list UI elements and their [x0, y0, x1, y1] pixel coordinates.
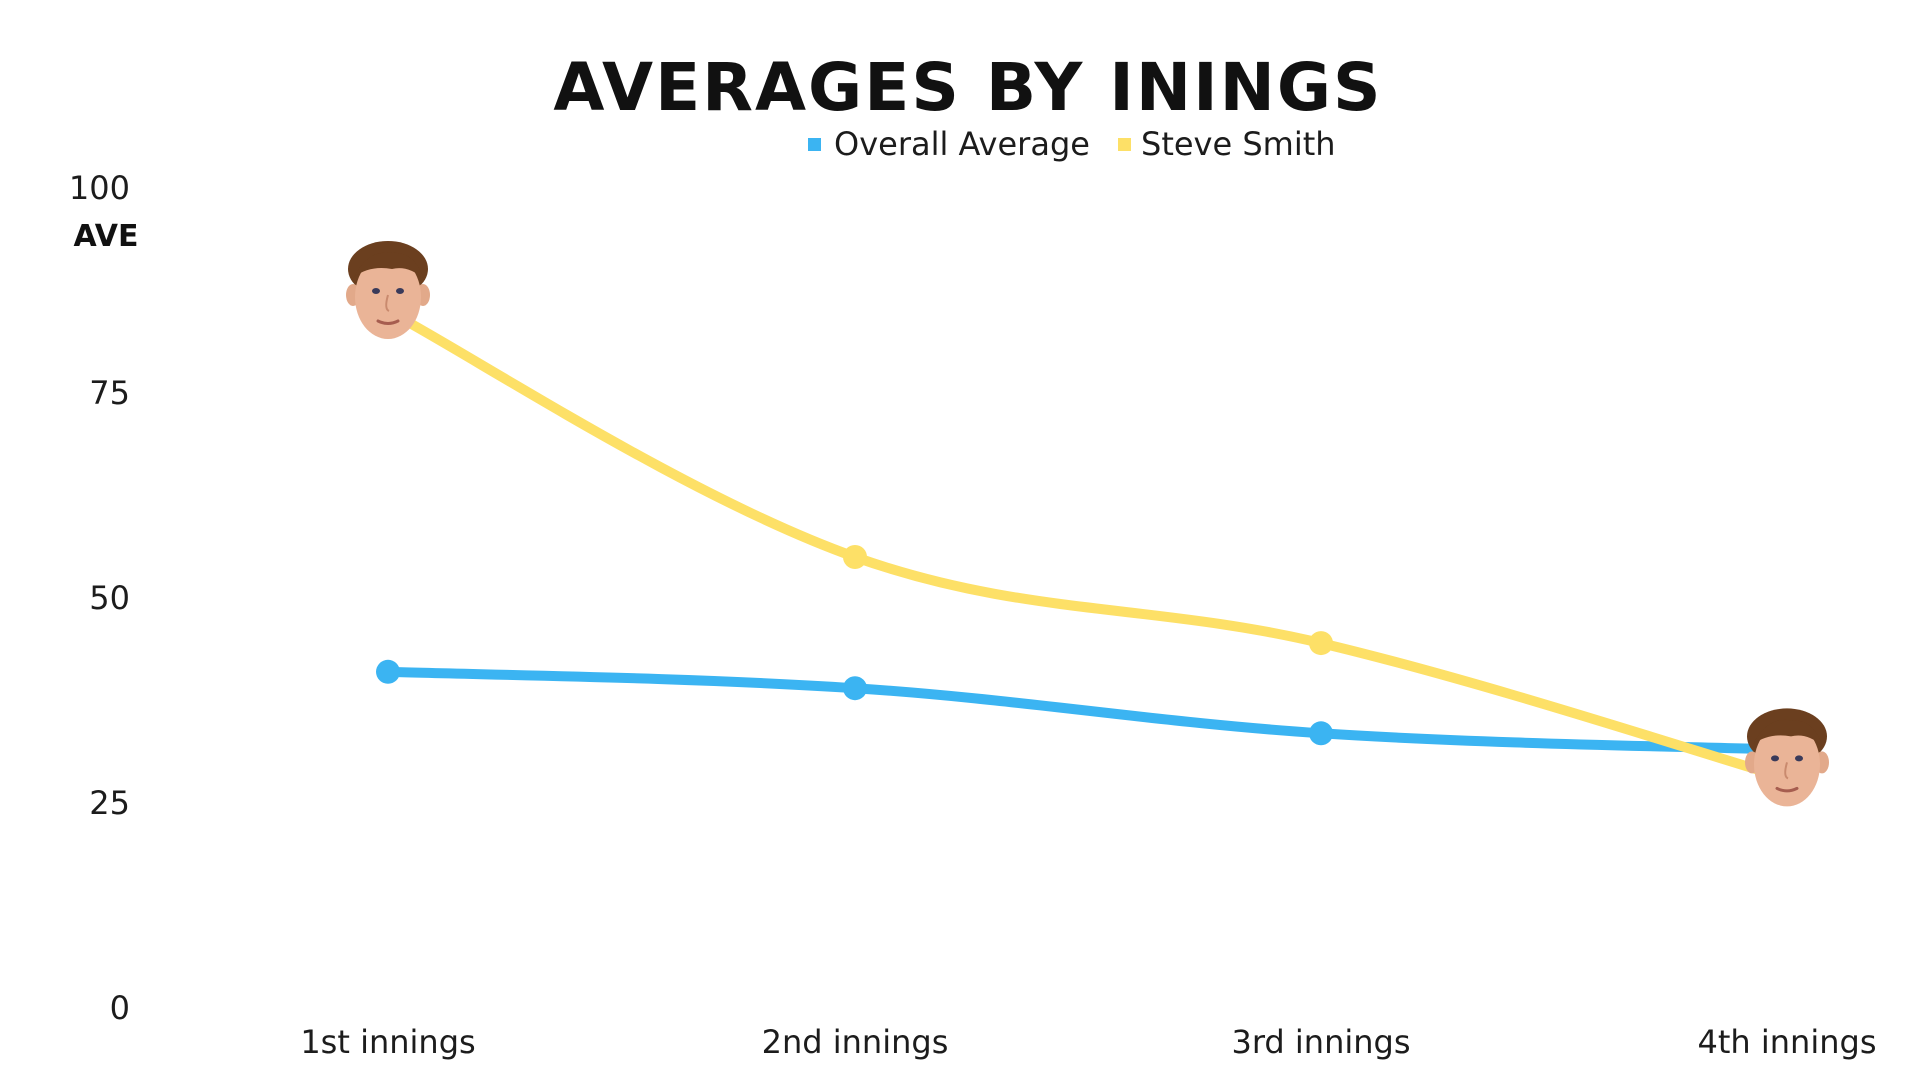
data-point-steve-smith [843, 545, 867, 569]
series-line-steve-smith [383, 306, 1792, 784]
legend-swatch-steve-smith [1118, 138, 1131, 151]
legend-label-steve-smith: Steve Smith [1141, 125, 1336, 163]
face-nose [1784, 762, 1789, 780]
chart-title: AVERAGES BY ININGS [553, 49, 1382, 126]
face-eye [1771, 755, 1779, 762]
player-face-icon [346, 241, 430, 339]
data-point-overall-average [843, 676, 867, 701]
y-tick-label: 0 [110, 989, 130, 1027]
y-tick-label: 50 [89, 579, 130, 617]
face-mouth [376, 319, 400, 325]
face-mouth [1775, 786, 1799, 793]
legend-label-overall-average: Overall Average [834, 125, 1090, 163]
data-point-overall-average [1309, 721, 1333, 746]
face-eye [1795, 755, 1803, 762]
data-point-overall-average [376, 659, 400, 684]
y-tick-label: 75 [89, 374, 130, 412]
face-fringe [1753, 719, 1823, 747]
y-tick-label: 100 [69, 169, 130, 207]
x-tick-label: 4th innings [1698, 1023, 1877, 1061]
x-axis-ticks: 1st innings 2nd innings 3rd innings 4th inn… [300, 1023, 1876, 1061]
x-tick-label: 3rd innings [1231, 1023, 1410, 1061]
x-tick-label: 2nd innings [762, 1023, 949, 1061]
y-axis-ticks: 0 25 50 75 100 [69, 169, 130, 1027]
player-face-icon [1745, 708, 1829, 807]
data-point-steve-smith [1309, 631, 1333, 656]
face-eye [372, 288, 380, 294]
series-line-overall-average [383, 666, 1792, 755]
y-tick-label: 25 [89, 784, 130, 822]
player-face-icons [346, 241, 1829, 807]
face-eye [396, 288, 404, 294]
legend: Overall Average Steve Smith [808, 125, 1336, 163]
series-lines [383, 306, 1792, 784]
legend-swatch-overall-average [808, 138, 821, 151]
face-fringe [354, 252, 424, 279]
face-nose [385, 294, 390, 312]
x-tick-label: 1st innings [300, 1023, 475, 1061]
y-axis-label: AVE [74, 219, 139, 254]
